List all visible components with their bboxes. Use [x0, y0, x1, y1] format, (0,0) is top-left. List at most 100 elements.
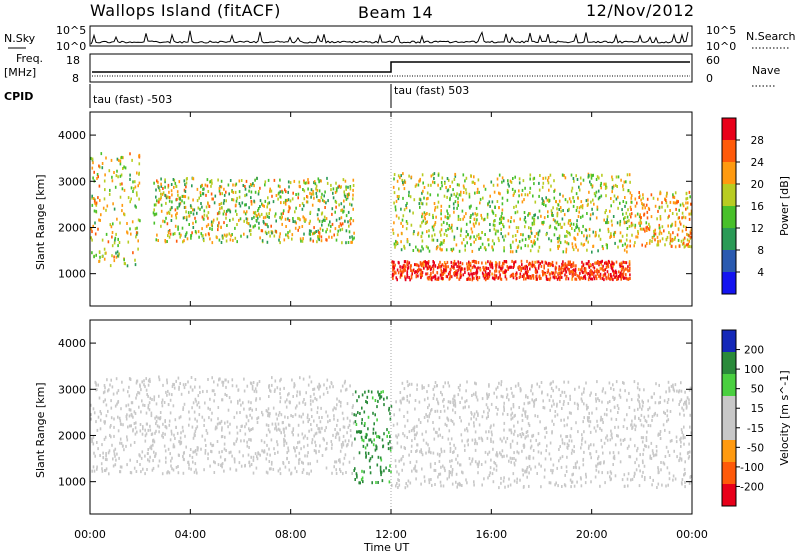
echo-cell [566, 442, 569, 446]
echo-cell [194, 397, 197, 401]
echo-cell [634, 225, 636, 229]
echo-cell [161, 401, 163, 405]
echo-cell [218, 377, 221, 381]
echo-cell [304, 434, 306, 438]
echo-cell [293, 446, 295, 450]
echo-cell [447, 406, 449, 410]
echo-cell [420, 201, 423, 205]
echo-cell [479, 201, 481, 205]
echo-cell [318, 238, 320, 242]
echo-cell [177, 193, 179, 197]
echo-cell [526, 466, 529, 469]
echo-cell [319, 227, 322, 231]
echo-cell [139, 384, 141, 388]
echo-cell [349, 219, 351, 223]
echo-cell [475, 410, 478, 414]
echo-cell [119, 159, 122, 163]
echo-cell [611, 190, 613, 194]
echo-cell [380, 395, 383, 399]
echo-cell [294, 413, 297, 417]
echo-cell [334, 428, 336, 431]
echo-cell [251, 384, 254, 388]
echo-cell [280, 413, 283, 417]
echo-cell [529, 249, 532, 253]
echo-cell [558, 459, 560, 463]
echo-cell [114, 447, 117, 451]
echo-cell [591, 250, 593, 254]
echo-cell [587, 446, 590, 450]
echo-cell [240, 439, 242, 443]
echo-cell [620, 239, 622, 243]
echo-cell [663, 410, 665, 414]
echo-cell [447, 216, 450, 220]
echo-cell [162, 383, 164, 387]
echo-cell [494, 264, 497, 267]
echo-cell [196, 419, 198, 423]
echo-cell [501, 216, 504, 220]
echo-cell [487, 238, 489, 242]
echo-cell [469, 235, 472, 239]
echo-cell [468, 277, 471, 281]
echo-cell [459, 265, 462, 269]
echo-cell [596, 205, 599, 209]
echo-cell [419, 268, 421, 272]
echo-cell [641, 440, 644, 444]
echo-cell [288, 423, 290, 427]
echo-cell [379, 392, 381, 396]
echo-cell [627, 484, 629, 488]
echo-cell [538, 209, 541, 213]
echo-cell [452, 265, 454, 269]
echo-cell [400, 458, 402, 462]
echo-cell [511, 187, 514, 191]
echo-cell [525, 435, 527, 439]
echo-cell [352, 193, 354, 197]
echo-cell [390, 405, 393, 409]
echo-cell [602, 274, 605, 278]
echo-cell [254, 452, 257, 456]
echo-cell [565, 394, 567, 398]
echo-cell [523, 211, 526, 214]
echo-cell [282, 209, 285, 213]
echo-cell [443, 398, 445, 401]
echo-cell [504, 485, 506, 489]
echo-cell [493, 190, 496, 194]
echo-cell [561, 485, 563, 488]
echo-cell [211, 444, 213, 448]
echo-cell [464, 179, 466, 183]
echo-cell [340, 202, 343, 206]
echo-cell [90, 236, 92, 240]
echo-cell [153, 395, 156, 399]
echo-cell [468, 192, 471, 196]
echo-cell [109, 383, 111, 387]
echo-cell [672, 386, 675, 390]
echo-cell [500, 453, 502, 457]
echo-cell [521, 449, 523, 453]
echo-cell [124, 166, 127, 170]
echo-cell [383, 397, 385, 401]
echo-cell [139, 219, 141, 223]
echo-cell [679, 438, 681, 442]
echo-cell [400, 221, 402, 225]
echo-cell [279, 392, 281, 396]
echo-cell [548, 272, 551, 276]
echo-cell [500, 277, 503, 281]
echo-cell [287, 180, 290, 184]
echo-cell [341, 227, 344, 231]
echo-cell [674, 245, 677, 249]
echo-cell [133, 410, 136, 414]
echo-cell [259, 214, 261, 218]
echo-cell [128, 394, 131, 398]
echo-cell [538, 229, 541, 233]
echo-cell [440, 209, 442, 213]
echo-cell [628, 269, 631, 273]
echo-cell [179, 382, 181, 385]
echo-cell [182, 406, 185, 410]
echo-cell [405, 482, 407, 485]
echo-cell [225, 385, 227, 389]
echo-cell [606, 215, 609, 219]
echo-cell [473, 480, 475, 484]
echo-cell [299, 237, 302, 241]
echo-cell [563, 400, 565, 403]
echo-cell [454, 172, 456, 176]
echo-cell [521, 266, 523, 270]
